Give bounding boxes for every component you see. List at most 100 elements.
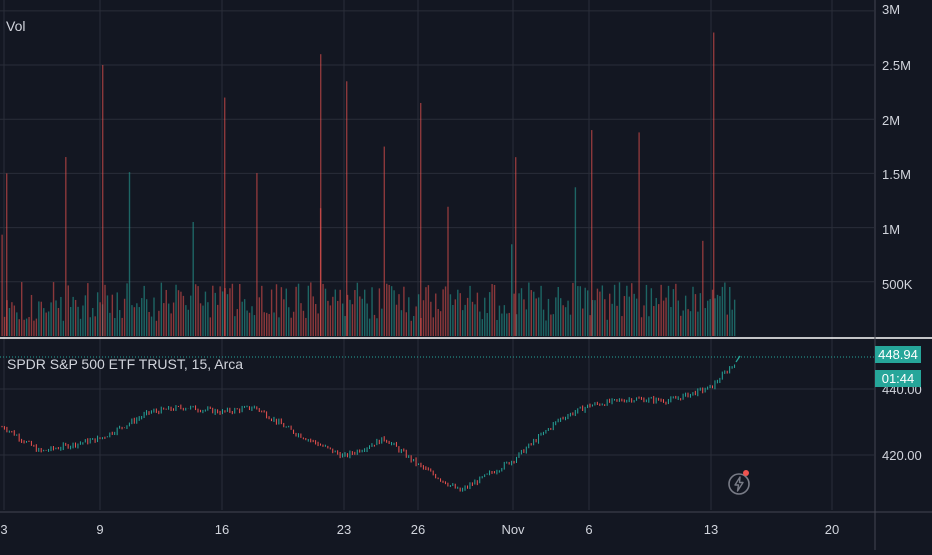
volume-bar <box>148 311 150 336</box>
volume-bar <box>677 300 679 336</box>
volume-bar <box>498 305 501 336</box>
time-tick-label: 16 <box>215 522 229 537</box>
volume-spike <box>591 130 593 336</box>
volume-bar <box>300 303 302 336</box>
volume-bar <box>381 308 383 336</box>
volume-spike <box>346 81 348 337</box>
volume-bar <box>417 294 420 336</box>
volume-bar <box>569 314 572 336</box>
volume-bar <box>280 287 283 336</box>
volume-bar <box>702 240 704 336</box>
volume-bar <box>645 284 648 336</box>
volume-bar <box>427 285 430 336</box>
volume-bar <box>672 289 675 336</box>
volume-bar <box>459 293 461 336</box>
volume-bar <box>239 284 241 336</box>
volume-bar <box>373 314 376 336</box>
volume-bar <box>168 303 170 336</box>
volume-bar <box>268 314 270 336</box>
volume-bar <box>364 289 366 336</box>
volume-bar <box>192 221 194 336</box>
volume-bar <box>190 295 192 336</box>
volume-bar <box>542 309 545 336</box>
volume-bar <box>341 303 344 336</box>
volume-spike <box>420 102 422 336</box>
volume-bar <box>408 297 410 336</box>
volume-bar <box>697 311 699 336</box>
volume-bar <box>496 319 498 336</box>
volume-bar <box>45 312 47 336</box>
volume-bar <box>177 290 180 336</box>
volume-bar <box>170 313 172 336</box>
volume-bar <box>398 294 400 336</box>
volume-bar <box>253 315 256 336</box>
volume-bar <box>226 294 229 336</box>
volume-spike <box>713 32 715 337</box>
volume-bar <box>383 146 385 336</box>
volume-bar <box>596 288 599 336</box>
volume-bar <box>638 132 640 336</box>
volume-bar <box>28 317 30 336</box>
volume-bar <box>390 286 393 336</box>
volume-bar <box>256 173 258 336</box>
volume-bar <box>60 296 62 336</box>
volume-bar <box>528 282 530 336</box>
volume-bar <box>481 319 483 336</box>
volume-bar <box>84 295 87 336</box>
volume-bar <box>508 312 510 336</box>
volume-bar <box>1 234 3 336</box>
volume-bar <box>212 285 214 336</box>
volume-bar <box>104 284 106 336</box>
last-price-badge: 448.94 <box>875 346 921 363</box>
volume-bar <box>109 312 111 336</box>
volume-bar <box>229 288 231 336</box>
lightning-bolt-icon[interactable] <box>727 470 751 496</box>
volume-bar <box>447 206 449 336</box>
volume-bar <box>388 284 390 336</box>
volume-bar <box>246 310 248 336</box>
volume-bar <box>94 316 96 336</box>
volume-bar <box>533 291 535 336</box>
volume-tick-label: 500K <box>882 277 913 292</box>
volume-bar <box>13 305 16 336</box>
volume-bar <box>653 306 655 336</box>
volume-bar <box>378 288 381 336</box>
volume-bar <box>591 300 594 336</box>
time-tick-label: 3 <box>0 522 7 537</box>
volume-spike <box>6 173 8 336</box>
price-legend: SPDR S&P 500 ETF TRUST, 15, Arca <box>7 356 244 372</box>
volume-bar <box>52 282 55 336</box>
volume-bar <box>199 303 202 336</box>
volume-bar <box>153 297 155 336</box>
volume-bar <box>119 310 121 336</box>
volume-bar <box>540 285 542 336</box>
volume-bar <box>376 318 378 336</box>
volume-bar <box>449 294 452 336</box>
volume-bar <box>405 312 408 336</box>
volume-bar <box>145 299 148 336</box>
volume-bar <box>207 302 209 336</box>
volume-bar <box>62 320 65 336</box>
volume-bar <box>694 294 697 336</box>
time-tick-label: 9 <box>96 522 103 537</box>
volume-bar <box>535 298 537 336</box>
volume-bars <box>1 32 736 337</box>
volume-bar <box>18 319 20 336</box>
volume-bar <box>611 303 613 336</box>
volume-bar <box>501 313 503 336</box>
volume-bar <box>99 302 101 336</box>
price-candles <box>0 355 874 492</box>
volume-label: Vol <box>6 18 26 34</box>
volume-bar <box>601 285 604 336</box>
time-tick-label: 20 <box>825 522 839 537</box>
volume-bar <box>493 284 496 336</box>
volume-bar <box>307 285 310 336</box>
volume-bar <box>217 304 219 336</box>
volume-bar <box>160 282 163 336</box>
volume-bar <box>241 301 243 336</box>
volume-bar <box>471 301 474 336</box>
volume-bar <box>270 289 273 336</box>
volume-bar <box>351 304 354 336</box>
volume-bar <box>96 292 99 336</box>
